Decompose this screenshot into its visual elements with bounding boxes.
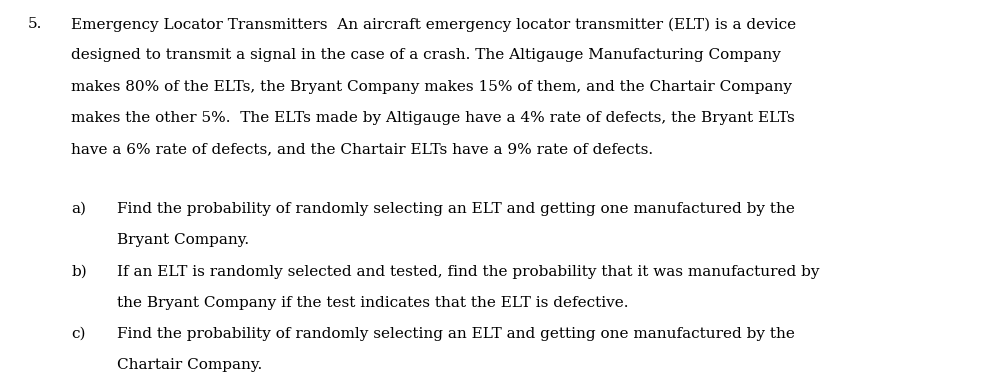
Text: Bryant Company.: Bryant Company. — [117, 233, 249, 247]
Text: Emergency Locator Transmitters  An aircraft emergency locator transmitter (ELT) : Emergency Locator Transmitters An aircra… — [71, 17, 796, 32]
Text: 5.: 5. — [28, 17, 42, 31]
Text: makes the other 5%.  The ELTs made by Altigauge have a 4% rate of defects, the B: makes the other 5%. The ELTs made by Alt… — [71, 111, 795, 125]
Text: If an ELT is randomly selected and tested, find the probability that it was manu: If an ELT is randomly selected and teste… — [117, 264, 819, 279]
Text: makes 80% of the ELTs, the Bryant Company makes 15% of them, and the Chartair Co: makes 80% of the ELTs, the Bryant Compan… — [71, 80, 792, 94]
Text: Chartair Company.: Chartair Company. — [117, 358, 262, 372]
Text: have a 6% rate of defects, and the Chartair ELTs have a 9% rate of defects.: have a 6% rate of defects, and the Chart… — [71, 142, 653, 156]
Text: a): a) — [71, 202, 86, 216]
Text: b): b) — [71, 264, 87, 279]
Text: designed to transmit a signal in the case of a crash. The Altigauge Manufacturin: designed to transmit a signal in the cas… — [71, 48, 781, 62]
Text: the Bryant Company if the test indicates that the ELT is defective.: the Bryant Company if the test indicates… — [117, 296, 628, 310]
Text: Find the probability of randomly selecting an ELT and getting one manufactured b: Find the probability of randomly selecti… — [117, 202, 794, 216]
Text: Find the probability of randomly selecting an ELT and getting one manufactured b: Find the probability of randomly selecti… — [117, 327, 794, 341]
Text: c): c) — [71, 327, 86, 341]
